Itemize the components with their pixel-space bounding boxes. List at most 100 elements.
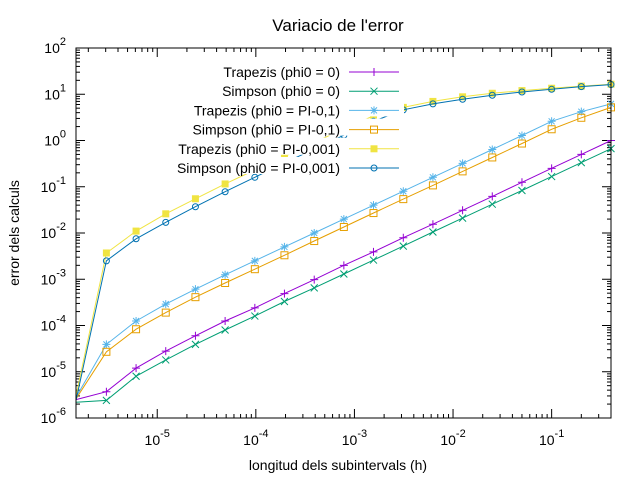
legend-background <box>150 137 404 155</box>
y-tick-label-base: 10 <box>41 271 57 287</box>
data-point <box>458 167 467 176</box>
y-tick-label-exponent: -4 <box>56 314 66 326</box>
legend-background <box>150 99 404 117</box>
data-point <box>221 326 229 334</box>
data-point <box>280 153 288 161</box>
y-tick-label-base: 10 <box>41 364 57 380</box>
data-point <box>250 312 259 320</box>
data-point <box>191 293 200 302</box>
series-line <box>75 106 612 400</box>
legend-background <box>150 157 404 174</box>
data-point <box>518 186 526 195</box>
data-point <box>162 218 170 226</box>
x-tick-label: 10-1 <box>539 428 564 448</box>
data-point <box>428 173 437 182</box>
data-point <box>577 83 585 91</box>
x-tick-label-exponent: -1 <box>555 428 565 440</box>
data-point <box>547 117 556 126</box>
data-point <box>250 265 259 274</box>
data-point <box>251 173 259 181</box>
data-point <box>191 203 199 211</box>
data-point <box>221 180 229 188</box>
data-point <box>488 89 496 97</box>
x-tick-label: 10-2 <box>440 428 465 448</box>
data-point <box>280 297 289 306</box>
legend-label: Simpson (phi0 = 0) <box>222 83 340 99</box>
x-tick-label: 10-3 <box>342 428 367 448</box>
data-point <box>161 308 170 317</box>
data-point <box>191 195 199 203</box>
y-tick-label-exponent: 2 <box>60 36 66 48</box>
y-tick-label-exponent: -5 <box>56 360 66 372</box>
data-point <box>518 87 526 95</box>
data-point <box>132 235 140 243</box>
y-tick-label-base: 10 <box>41 318 57 334</box>
data-point <box>191 285 200 294</box>
data-point <box>310 229 319 237</box>
data-point <box>548 84 556 92</box>
y-tick-label-base: 10 <box>41 410 57 426</box>
y-tick-label-base: 10 <box>44 133 60 149</box>
x-axis-title: longitud dels subintervals (h) <box>249 457 427 473</box>
x-tick-label: 10-4 <box>243 428 268 448</box>
data-point <box>102 257 110 265</box>
legend-swatch-marker <box>370 164 378 172</box>
y-tick-label-base: 10 <box>44 40 60 56</box>
data-point <box>221 270 230 279</box>
x-tick-label-base: 10 <box>243 432 259 448</box>
data-point <box>459 93 467 101</box>
data-point <box>132 317 141 326</box>
data-point <box>488 145 497 154</box>
y-tick-label: 10-5 <box>41 360 66 380</box>
legend-label: Trapezis (phi0 = PI-0,1) <box>194 102 340 118</box>
data-point <box>488 91 496 99</box>
series-0 <box>75 136 615 401</box>
y-tick-label-exponent: 1 <box>60 82 66 94</box>
legend-swatch-marker <box>370 106 378 115</box>
y-tick-label: 102 <box>44 36 66 56</box>
x-tick-label: 10-5 <box>145 428 170 448</box>
data-point <box>102 249 110 257</box>
y-tick-label-base: 10 <box>41 179 57 195</box>
series-1 <box>75 144 615 405</box>
legend-label: Simpson (phi0 = PI-0,001) <box>177 160 340 176</box>
data-point <box>132 364 141 373</box>
x-tick-label-exponent: -5 <box>160 428 170 440</box>
plot-border <box>75 47 612 419</box>
legend-label: Simpson (phi0 = PI-0,1) <box>193 122 340 138</box>
data-point <box>102 347 111 356</box>
data-point <box>399 187 408 196</box>
legend-background <box>150 80 404 98</box>
y-axis-title: error dels calculs <box>6 180 22 286</box>
data-point <box>459 95 467 103</box>
data-point <box>399 242 408 250</box>
data-point <box>369 209 378 218</box>
data-point <box>310 275 319 284</box>
data-point <box>488 200 497 209</box>
data-point <box>429 100 437 108</box>
x-tick-label-exponent: -3 <box>357 428 367 440</box>
data-point <box>518 88 526 96</box>
legend-label: Trapezis (phi0 = 0) <box>223 64 340 80</box>
data-point <box>548 85 556 93</box>
data-point <box>102 340 111 349</box>
data-point <box>280 251 289 260</box>
data-point <box>132 325 141 334</box>
data-point <box>339 261 348 270</box>
data-point <box>280 289 289 298</box>
data-point <box>250 303 259 312</box>
data-point <box>191 331 200 340</box>
x-tick-label-base: 10 <box>440 432 456 448</box>
data-point <box>428 181 437 190</box>
legend: Trapezis (phi0 = 0) Simpson (phi0 = 0) Tra… <box>150 61 404 176</box>
data-point <box>369 256 378 264</box>
data-point <box>191 340 200 349</box>
legend-background <box>150 118 404 136</box>
data-point <box>517 139 526 148</box>
data-point <box>339 270 348 278</box>
data-point <box>310 284 319 292</box>
data-point <box>102 396 111 405</box>
series-3 <box>75 103 615 400</box>
data-point <box>339 215 348 224</box>
